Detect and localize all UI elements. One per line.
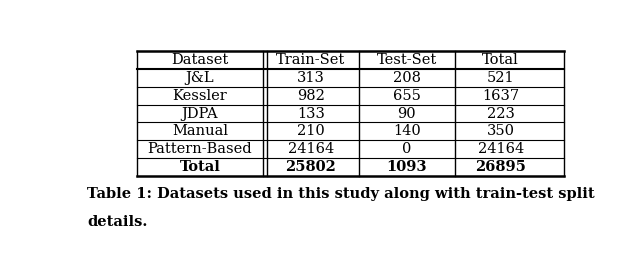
Text: 208: 208 [393,71,421,85]
Text: Total: Total [483,53,519,67]
Text: 313: 313 [297,71,325,85]
Text: J&L: J&L [186,71,214,85]
Text: 350: 350 [486,124,515,138]
Text: 90: 90 [397,106,416,121]
Text: Dataset: Dataset [172,53,228,67]
Text: Total: Total [180,160,220,174]
Text: Pattern-Based: Pattern-Based [148,142,252,156]
Text: Train-Set: Train-Set [276,53,346,67]
Text: 24164: 24164 [288,142,334,156]
Text: 521: 521 [487,71,515,85]
Text: Test-Set: Test-Set [377,53,437,67]
Text: 140: 140 [393,124,420,138]
Text: details.: details. [88,215,148,229]
Text: 25802: 25802 [285,160,336,174]
Text: 24164: 24164 [477,142,524,156]
Text: 210: 210 [297,124,324,138]
Text: 0: 0 [402,142,412,156]
Text: Table 1: Datasets used in this study along with train-test split: Table 1: Datasets used in this study alo… [88,187,595,201]
Text: 223: 223 [487,106,515,121]
Text: 1093: 1093 [387,160,427,174]
Text: 133: 133 [297,106,325,121]
Text: Kessler: Kessler [173,89,227,103]
Text: 982: 982 [297,89,325,103]
Text: Manual: Manual [172,124,228,138]
Text: JDPA: JDPA [182,106,218,121]
Text: 26895: 26895 [476,160,526,174]
Text: 655: 655 [393,89,420,103]
Text: 1637: 1637 [482,89,519,103]
